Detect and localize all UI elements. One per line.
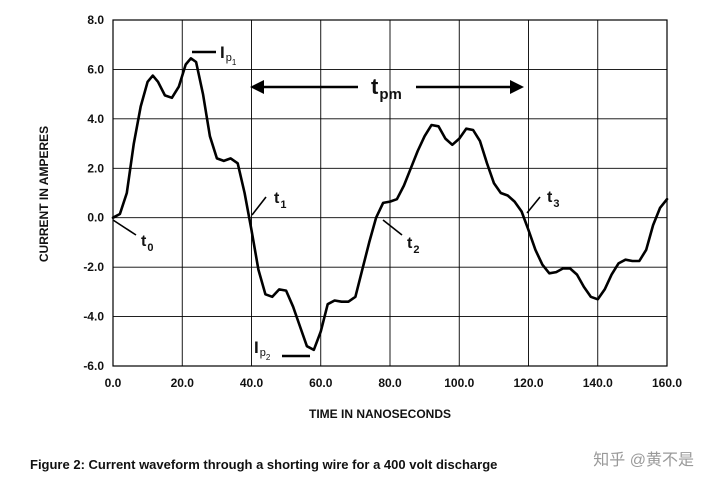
y-tick-label: 6.0 (87, 62, 104, 76)
y-tick-label: 4.0 (87, 112, 104, 126)
x-tick-label: 0.0 (105, 376, 122, 390)
x-tick-label: 20.0 (171, 376, 195, 390)
x-tick-label: 120.0 (513, 376, 543, 390)
figure-caption: Figure 2: Current waveform through a sho… (30, 457, 498, 472)
x-tick-labels: 0.0 20.0 40.0 60.0 80.0 100.0 120.0 140.0 160.0 (105, 376, 683, 390)
y-tick-label: 2.0 (87, 161, 104, 175)
x-tick-label: 160.0 (652, 376, 682, 390)
tpm-label: tpm (371, 74, 402, 103)
y-tick-label: 8.0 (87, 13, 104, 27)
tpm-arrowhead-left (250, 80, 264, 94)
chart-figure: 0.0 20.0 40.0 60.0 80.0 100.0 120.0 140.0 160.0 … (37, 13, 683, 421)
x-tick-label: 40.0 (240, 376, 264, 390)
y-tick-label: -2.0 (83, 260, 104, 274)
t1-leader (251, 196, 267, 216)
t3-leader (526, 196, 541, 214)
t2-label: t2 (407, 235, 419, 256)
series-line-current (111, 56, 669, 352)
annotations: Ip1 Ip2 tpm t0 t1 t2 t3 (112, 43, 559, 362)
x-axis-title: TIME IN NANOSECONDS (309, 407, 451, 421)
x-tick-label: 60.0 (309, 376, 333, 390)
t2-leader (382, 219, 403, 236)
t1-label: t1 (274, 190, 286, 211)
t0-label: t0 (141, 233, 153, 254)
y-tick-labels: 8.0 6.0 4.0 2.0 0.0 -2.0 -4.0 -6.0 (83, 13, 104, 373)
plot-frame (112, 19, 668, 367)
t3-label: t3 (547, 189, 559, 210)
y-tick-label: -6.0 (83, 359, 104, 373)
y-tick-label: 0.0 (87, 211, 104, 225)
x-tick-label: 80.0 (378, 376, 402, 390)
x-tick-label: 100.0 (444, 376, 474, 390)
ip1-label: Ip1 (220, 43, 237, 67)
t0-leader (112, 219, 137, 236)
x-tick-label: 140.0 (583, 376, 613, 390)
watermark: 知乎 @黄不是 (593, 452, 694, 469)
grid-lines (112, 19, 668, 367)
y-axis-title: CURRENT IN AMPERES (37, 126, 51, 262)
tpm-arrowhead-right (510, 80, 524, 94)
ip2-label: Ip2 (254, 338, 271, 362)
y-tick-label: -4.0 (83, 310, 104, 324)
